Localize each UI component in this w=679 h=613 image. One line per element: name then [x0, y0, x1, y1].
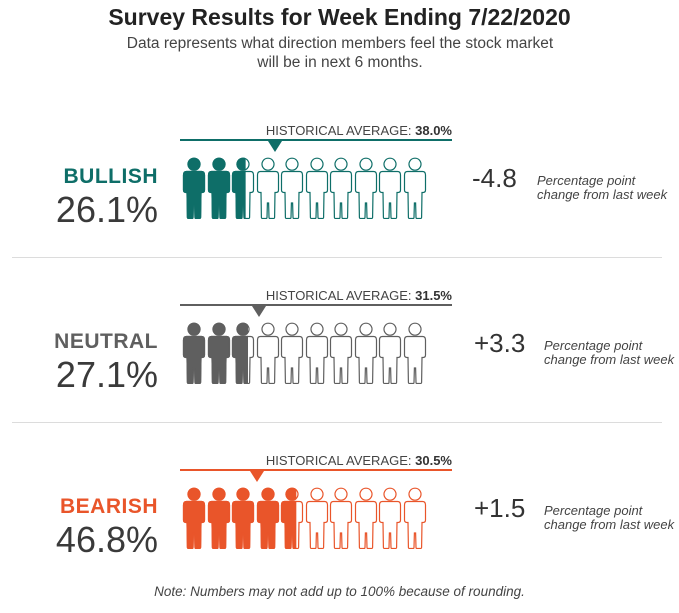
category-percentage: 26.1% — [55, 189, 158, 230]
person-icon — [378, 157, 402, 219]
category-label: BULLISH — [63, 165, 158, 188]
weekly-change-value: -4.8 — [472, 163, 517, 193]
person-icon — [354, 322, 377, 384]
weekly-change-note: Percentage point change from last week — [537, 173, 668, 202]
historical-average-value: 38.0% — [415, 123, 452, 138]
person-icon — [280, 487, 304, 549]
sentiment-row-neutral: HISTORICAL AVERAGE: 31.5% NEUTRAL 27.1% +3.… — [0, 288, 679, 448]
historical-average-prefix: HISTORICAL AVERAGE: — [265, 453, 416, 468]
person-icon — [231, 322, 255, 384]
person-icon — [305, 487, 328, 549]
person-icon — [403, 487, 426, 549]
person-icon — [256, 322, 279, 384]
historical-average-marker — [249, 471, 264, 482]
historical-average-value: 31.5% — [415, 288, 452, 303]
historical-average-value: 30.5% — [415, 453, 452, 468]
weekly-change-note: Percentage point change from last week — [544, 338, 675, 367]
person-icon — [207, 487, 230, 549]
category-percentage: 46.8% — [55, 519, 158, 560]
historical-average-line — [180, 139, 452, 141]
weekly-change-note: Percentage point change from last week — [544, 503, 675, 532]
sentiment-row-bearish: HISTORICAL AVERAGE: 30.5% BEARISH 46.8% +1.… — [0, 453, 679, 613]
historical-average-label: HISTORICAL AVERAGE: 38.0% — [266, 123, 452, 138]
person-icon — [378, 322, 402, 384]
historical-average: HISTORICAL AVERAGE: 30.5% — [180, 453, 452, 485]
chart-title: Survey Results for Week Ending 7/22/2020 — [108, 4, 571, 30]
rounding-note: Note: Numbers may not add up to 100% bec… — [154, 584, 525, 599]
weekly-change-value: +1.5 — [474, 493, 526, 523]
person-icon — [256, 487, 279, 549]
historical-average-line — [180, 304, 452, 306]
person-icon — [207, 157, 230, 219]
category-label: BEARISH — [59, 495, 158, 518]
category-label: NEUTRAL — [54, 330, 158, 353]
person-icon — [280, 322, 304, 384]
person-icon — [403, 322, 426, 384]
person-icon — [329, 487, 353, 549]
person-icon — [182, 322, 206, 384]
historical-average-prefix: HISTORICAL AVERAGE: — [265, 123, 416, 138]
category-percentage: 27.1% — [55, 354, 158, 395]
person-icon — [182, 157, 206, 219]
section-divider — [12, 422, 662, 423]
sentiment-row-bullish: HISTORICAL AVERAGE: 38.0% BULLISH 26.1% -4.… — [0, 123, 679, 283]
person-icon — [305, 322, 328, 384]
person-icon — [354, 157, 377, 219]
person-icon — [207, 322, 230, 384]
historical-average: HISTORICAL AVERAGE: 38.0% — [180, 123, 452, 155]
person-icon — [231, 487, 255, 549]
person-icon — [182, 487, 206, 549]
person-icon — [305, 157, 328, 219]
person-icon — [378, 487, 402, 549]
historical-average-marker — [268, 141, 283, 152]
section-divider — [12, 257, 662, 258]
person-icon — [354, 487, 377, 549]
person-icon — [280, 157, 304, 219]
historical-average-marker — [252, 306, 267, 317]
person-icon — [256, 157, 279, 219]
person-icon — [403, 157, 426, 219]
historical-average-label: HISTORICAL AVERAGE: 31.5% — [266, 288, 452, 303]
historical-average-label: HISTORICAL AVERAGE: 30.5% — [266, 453, 452, 468]
person-icon — [329, 157, 353, 219]
historical-average-line — [180, 469, 452, 471]
person-icon — [329, 322, 353, 384]
chart-subtitle: Data represents what direction members f… — [126, 35, 554, 71]
person-icon — [231, 157, 255, 219]
historical-average: HISTORICAL AVERAGE: 31.5% — [180, 288, 452, 320]
historical-average-prefix: HISTORICAL AVERAGE: — [265, 288, 416, 303]
weekly-change-value: +3.3 — [474, 328, 526, 358]
